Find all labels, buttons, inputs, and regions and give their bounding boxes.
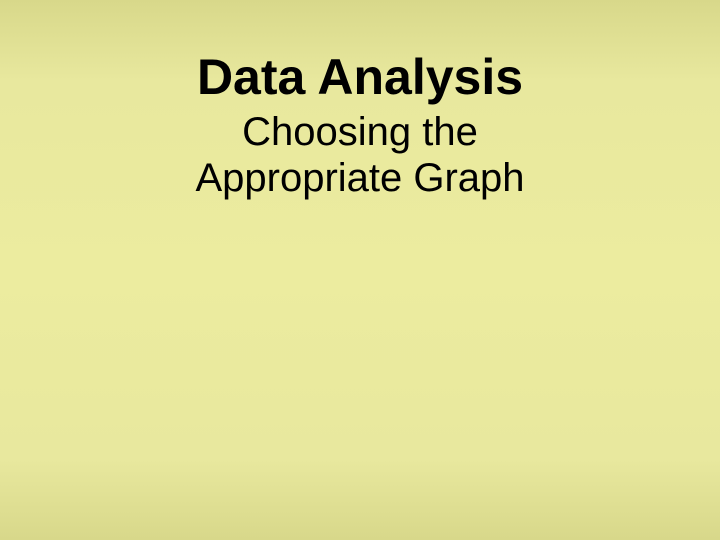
subtitle-line-1: Choosing the <box>242 110 478 154</box>
slide: Data Analysis Choosing the Appropriate G… <box>0 0 720 540</box>
slide-title: Data Analysis <box>197 50 523 105</box>
subtitle-line-2: Appropriate Graph <box>195 156 524 200</box>
slide-subtitle: Choosing the Appropriate Graph <box>195 109 524 201</box>
